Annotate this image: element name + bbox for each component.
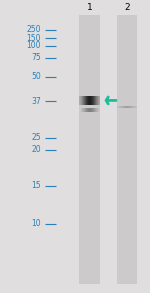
- Bar: [93, 96, 94, 105]
- Bar: [118, 106, 119, 108]
- Bar: [82, 108, 83, 112]
- Bar: [94, 108, 95, 112]
- Bar: [132, 106, 133, 108]
- Bar: [134, 106, 135, 108]
- Text: 250: 250: [26, 25, 41, 34]
- Bar: [97, 108, 98, 112]
- Bar: [120, 106, 121, 108]
- Bar: [94, 96, 95, 105]
- Bar: [96, 108, 97, 112]
- Bar: [91, 108, 92, 112]
- Text: 2: 2: [124, 4, 130, 13]
- Text: 100: 100: [26, 41, 41, 50]
- Bar: [92, 96, 93, 105]
- Bar: [85, 108, 86, 112]
- Bar: [85, 96, 86, 105]
- Bar: [81, 108, 82, 112]
- Text: 15: 15: [31, 181, 41, 190]
- Bar: [98, 96, 99, 105]
- Text: 37: 37: [31, 97, 41, 106]
- Bar: [87, 96, 88, 105]
- Text: 50: 50: [31, 72, 41, 81]
- Bar: [81, 96, 82, 105]
- Bar: [85, 108, 86, 112]
- Bar: [97, 96, 98, 105]
- Bar: [125, 106, 126, 108]
- Bar: [80, 15, 100, 284]
- Bar: [86, 108, 87, 112]
- Bar: [117, 106, 118, 108]
- Text: 20: 20: [31, 146, 41, 154]
- Bar: [124, 106, 125, 108]
- Bar: [130, 106, 131, 108]
- Bar: [121, 106, 122, 108]
- Bar: [128, 106, 129, 108]
- Text: 1: 1: [87, 4, 93, 13]
- Bar: [95, 108, 96, 112]
- Bar: [98, 108, 99, 112]
- Bar: [136, 106, 137, 108]
- Bar: [82, 96, 83, 105]
- Bar: [96, 96, 97, 105]
- Bar: [90, 96, 91, 105]
- Bar: [93, 108, 94, 112]
- Bar: [80, 96, 81, 105]
- Bar: [127, 106, 128, 108]
- Text: 10: 10: [31, 219, 41, 228]
- Text: 75: 75: [31, 53, 41, 62]
- Bar: [123, 106, 124, 108]
- Bar: [117, 15, 137, 284]
- Bar: [122, 106, 123, 108]
- Bar: [88, 96, 89, 105]
- Bar: [85, 96, 86, 105]
- Bar: [99, 96, 100, 105]
- Bar: [86, 96, 87, 105]
- Bar: [90, 108, 91, 112]
- Bar: [95, 96, 96, 105]
- Bar: [83, 96, 84, 105]
- Text: 150: 150: [26, 33, 41, 42]
- Bar: [89, 96, 90, 105]
- Bar: [131, 106, 132, 108]
- Text: 25: 25: [31, 133, 41, 142]
- Bar: [135, 106, 136, 108]
- Bar: [87, 108, 88, 112]
- Bar: [133, 106, 134, 108]
- Bar: [83, 108, 84, 112]
- Bar: [84, 96, 85, 105]
- Bar: [88, 108, 89, 112]
- Bar: [84, 108, 85, 112]
- Bar: [129, 106, 130, 108]
- Bar: [89, 108, 90, 112]
- Bar: [91, 96, 92, 105]
- Bar: [126, 106, 127, 108]
- Bar: [92, 108, 93, 112]
- Bar: [119, 106, 120, 108]
- Bar: [118, 106, 119, 108]
